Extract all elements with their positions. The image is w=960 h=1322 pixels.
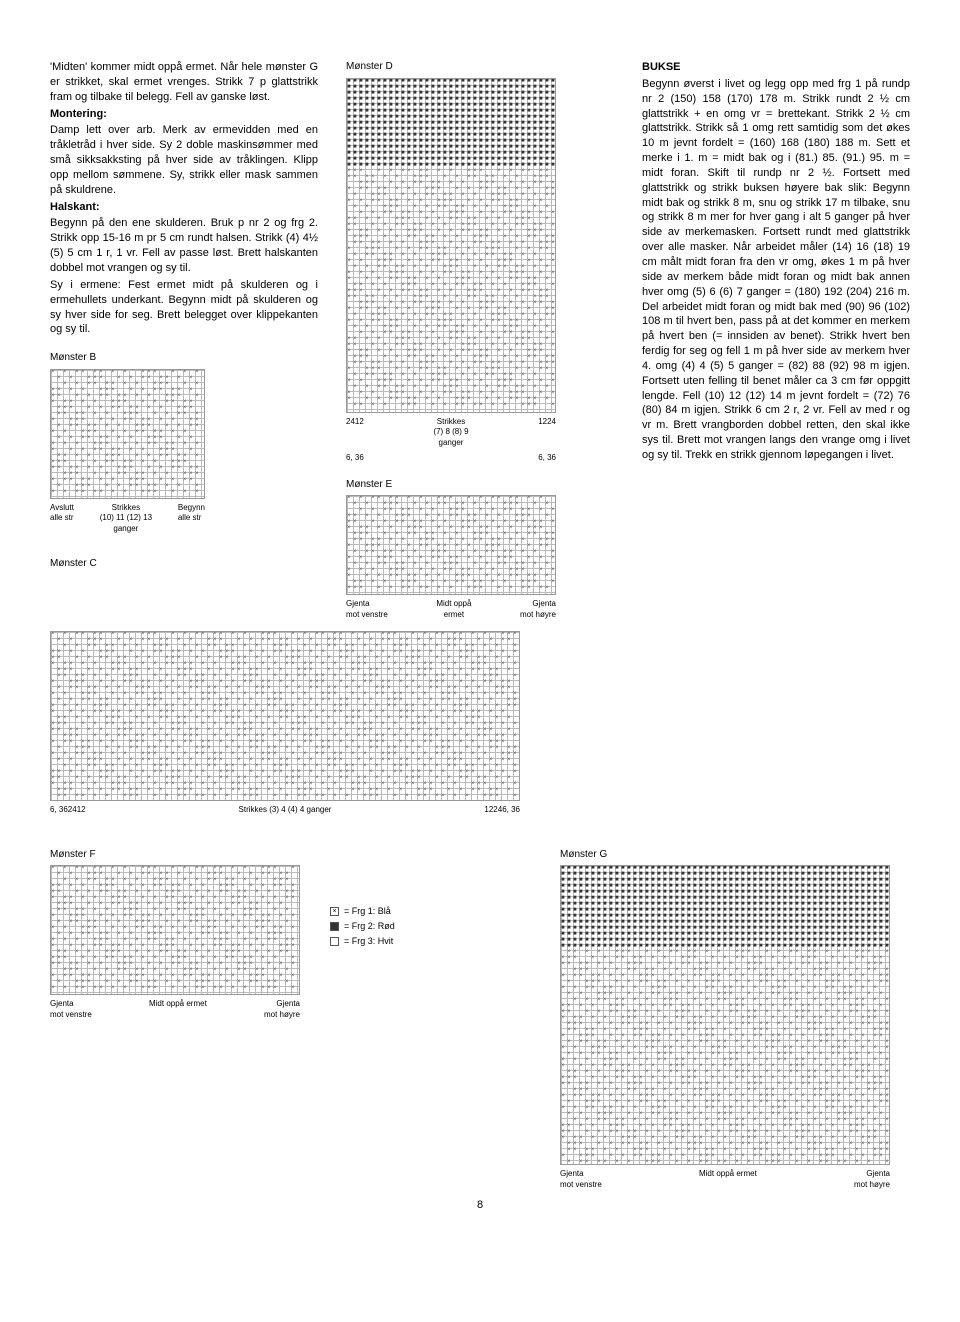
bukse-para: Begynn øverst i livet og legg opp med fr… <box>642 77 910 463</box>
montering-heading: Montering: <box>50 107 318 122</box>
legend-label-1: = Frg 1: Blå <box>344 905 391 917</box>
bottom-left-block: Mønster F ××××××××××××××××××××××××××××××… <box>50 834 520 1021</box>
bukse-heading: BUKSE <box>642 60 910 75</box>
chart-d-lbl-4: 24 <box>547 417 556 449</box>
chart-c-lbl-0: 6, 36 <box>50 805 68 816</box>
chart-d-labels: 24 12 Strikkes (7) 8 (8) 9 ganger 12 24 <box>346 417 556 449</box>
chart-d-corners: 6, 36 6, 36 <box>346 453 556 464</box>
chart-c-labels: 6, 36 24 12 Strikkes (3) 4 (4) 4 ganger … <box>50 805 520 816</box>
legend-label-2: = Frg 2: Rød <box>344 920 395 932</box>
three-column-layout: 'Midten' kommer midt oppå ermet. Når hel… <box>50 60 910 621</box>
chart-b-left-label: Avslutt alle str <box>50 503 74 535</box>
swatch-frg3 <box>330 937 339 946</box>
chart-g-lbl-0: Gjenta mot venstre <box>560 1169 602 1191</box>
chart-f-title: Mønster F <box>50 848 520 862</box>
para-3: Begynn på den ene skulderen. Bruk p nr 2… <box>50 216 318 275</box>
chart-d-corner-l: 6, 36 <box>346 453 364 464</box>
chart-c-lbl-5: 24 <box>493 805 502 816</box>
chart-e-lbl-0: Gjenta mot venstre <box>346 599 388 621</box>
chart-g-title: Mønster G <box>560 848 890 862</box>
legend-row-3: = Frg 3: Hvit <box>330 935 395 947</box>
chart-d-lbl-0: 24 <box>346 417 355 449</box>
chart-e-lbl-1: Midt oppå ermet <box>436 599 471 621</box>
chart-e-lbl-2: Gjenta mot høyre <box>520 599 556 621</box>
chart-c-lbl-3: Strikkes (3) 4 (4) 4 ganger <box>86 805 485 816</box>
swatch-frg1: × <box>330 907 339 916</box>
chart-c-lbl-4: 12 <box>484 805 493 816</box>
chart-f-labels: Gjenta mot venstre Midt oppå ermet Gjent… <box>50 999 300 1021</box>
chart-g-labels: Gjenta mot venstre Midt oppå ermet Gjent… <box>560 1169 890 1191</box>
chart-b-labels: Avslutt alle str Strikkes (10) 11 (12) 1… <box>50 503 205 535</box>
para-2: Damp lett over arb. Merk av ermevidden m… <box>50 123 318 197</box>
chart-g-lbl-1: Midt oppå ermet <box>699 1169 757 1191</box>
bottom-right-block: Mønster G ■■■■■■■■■■■■■■■■■■■■■■■■■■■■■■… <box>560 834 890 1191</box>
chart-b: ××××××××××××××××××××××××××××××××××××××××… <box>50 369 205 499</box>
chart-d-lbl-1: 12 <box>355 417 364 449</box>
chart-d-lbl-3: 12 <box>538 417 547 449</box>
legend-row-1: × = Frg 1: Blå <box>330 905 395 917</box>
para-4: Sy i ermene: Fest ermet midt på skuldere… <box>50 278 318 337</box>
page-number: 8 <box>0 1198 960 1213</box>
chart-c-lbl-1: 24 <box>68 805 77 816</box>
chart-g: ■■■■■■■■■■■■■■■■■■■■■■■■■■■■■■■■■■■■■■■■… <box>560 865 890 1165</box>
swatch-frg2 <box>330 922 339 931</box>
chart-b-mid-label: Strikkes (10) 11 (12) 13 ganger <box>74 503 178 535</box>
legend-row-2: = Frg 2: Rød <box>330 920 395 932</box>
chart-c-title: Mønster C <box>50 557 318 571</box>
chart-b-title: Mønster B <box>50 351 318 365</box>
bottom-row: Mønster F ××××××××××××××××××××××××××××××… <box>50 834 910 1191</box>
halskant-heading: Halskant: <box>50 200 318 215</box>
legend-label-3: = Frg 3: Hvit <box>344 935 393 947</box>
chart-g-lbl-2: Gjenta mot høyre <box>854 1169 890 1191</box>
chart-d-title: Mønster D <box>346 60 614 74</box>
chart-d: ■■■■■■■■■■■■■■■■■■■■■■■■■■■■■■■■■■■■■■■■… <box>346 78 556 413</box>
chart-b-right-label: Begynn alle str <box>178 503 205 535</box>
chart-e: ××××××××××××××××××××××××××××××××××××××××… <box>346 495 556 595</box>
chart-c-lbl-6: 6, 36 <box>502 805 520 816</box>
chart-d-corner-r: 6, 36 <box>538 453 556 464</box>
para-1: 'Midten' kommer midt oppå ermet. Når hel… <box>50 60 318 105</box>
chart-c: ××××××××××××××××××××××××××××××××××××××××… <box>50 631 520 801</box>
chart-d-lbl-2: Strikkes (7) 8 (8) 9 ganger <box>364 417 538 449</box>
color-legend: × = Frg 1: Blå = Frg 2: Rød = Frg 3: Hvi… <box>330 905 395 950</box>
chart-f-lbl-0: Gjenta mot venstre <box>50 999 92 1021</box>
chart-f-lbl-1: Midt oppå ermet <box>149 999 207 1021</box>
chart-c-lbl-2: 12 <box>77 805 86 816</box>
left-column: 'Midten' kommer midt oppå ermet. Når hel… <box>50 60 318 575</box>
chart-f-lbl-2: Gjenta mot høyre <box>264 999 300 1021</box>
right-column: BUKSE Begynn øverst i livet og legg opp … <box>642 60 910 465</box>
chart-e-labels: Gjenta mot venstre Midt oppå ermet Gjent… <box>346 599 556 621</box>
middle-column: Mønster D ■■■■■■■■■■■■■■■■■■■■■■■■■■■■■■… <box>346 60 614 621</box>
chart-f: ××××××××××××××××××××××××××××××××××××××××… <box>50 865 300 995</box>
chart-e-title: Mønster E <box>346 478 614 492</box>
chart-c-row: ××××××××××××××××××××××××××××××××××××××××… <box>50 631 910 816</box>
